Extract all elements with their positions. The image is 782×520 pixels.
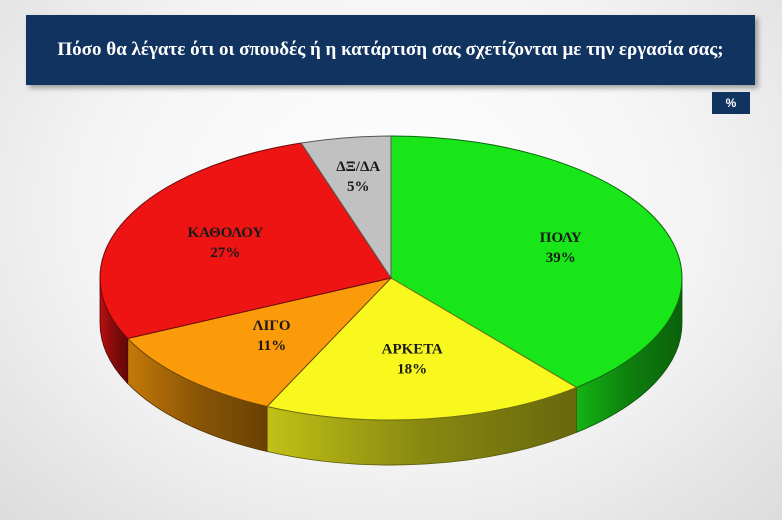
chart-title-banner: Πόσο θα λέγατε ότι οι σπουδές ή η κατάρτ… [26,15,755,85]
slice-3-category-label: ΚΑΘΟΛΟΥ [187,225,263,241]
slice-2-value-label: 11% [257,338,286,354]
slice-2-category-label: ΛΙΓΟ [253,318,291,334]
unit-badge: % [712,92,750,114]
slice-2-top [126,277,393,408]
chart-title: Πόσο θα λέγατε ότι οι σπουδές ή η κατάρτ… [57,39,724,60]
slice-4-top [300,135,392,280]
slice-4-value-label: 5% [347,179,370,195]
slice-0-category-label: ΠΟΛΥ [540,230,582,246]
slice-1-value-label: 18% [397,362,427,378]
slice-0-value-label: 39% [546,250,576,266]
slice-0-top [390,135,683,388]
slice-1-top [266,277,578,421]
slice-4-category-label: ΔΞ/ΔΑ [336,159,380,175]
slice-1-category-label: ΑΡΚΕΤΑ [382,342,443,358]
slice-3-value-label: 27% [210,245,240,261]
slice-3-top [99,142,392,340]
